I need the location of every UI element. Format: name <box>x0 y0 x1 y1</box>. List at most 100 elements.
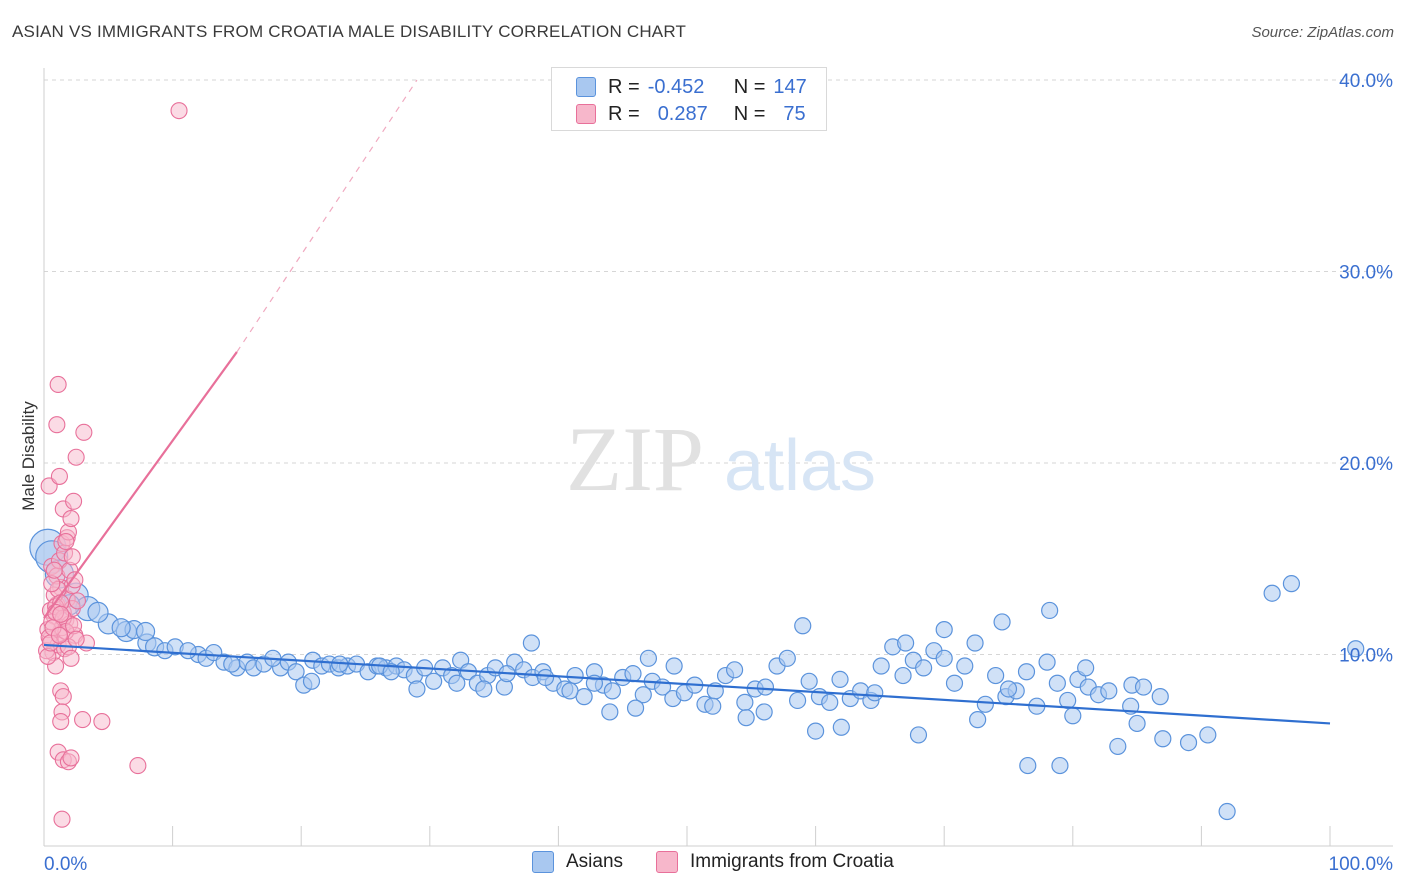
asian-point <box>831 670 849 688</box>
gridlines <box>44 79 1393 655</box>
croatia-point <box>75 423 93 441</box>
bottom-legend-croatia: Immigrants from Croatia <box>656 851 894 873</box>
asian-point <box>1347 640 1365 658</box>
asian-point <box>755 703 773 721</box>
asian-point <box>1100 682 1118 700</box>
series-croatia <box>38 102 188 828</box>
croatia-point <box>48 416 66 434</box>
croatia-point <box>67 448 85 466</box>
x-tick-label: 100.0% <box>1329 854 1394 875</box>
asian-point <box>1154 730 1172 748</box>
asian-point <box>1179 733 1198 752</box>
y-axis-label: Male Disability <box>19 401 38 511</box>
asian-point <box>999 680 1018 698</box>
legend-row-asians: R = -0.452 N = 147 <box>576 74 807 100</box>
series-asians <box>29 528 1365 821</box>
asian-point <box>425 672 443 690</box>
asian-point <box>1051 756 1069 775</box>
croatia-point <box>62 649 80 667</box>
watermark-zip: ZIP <box>566 408 704 510</box>
croatia-point <box>170 102 188 120</box>
asian-point <box>665 657 683 675</box>
bottom-legend-label-croatia: Immigrants from Croatia <box>690 851 894 872</box>
asian-point <box>448 674 466 692</box>
croatia-point <box>65 492 83 510</box>
tick-labels: 10.0% 20.0% 30.0% 40.0% 0.0% 100.0% <box>44 71 1393 875</box>
asian-point <box>1048 674 1066 692</box>
asian-point <box>382 663 400 681</box>
croatia-point <box>52 712 70 731</box>
croatia-point <box>45 561 63 579</box>
asian-point <box>725 661 744 679</box>
asian-point <box>935 649 953 667</box>
asian-point <box>956 657 974 675</box>
asian-point <box>639 649 658 667</box>
croatia-point <box>50 626 68 644</box>
asian-trend-line <box>43 643 1331 725</box>
legend-r-value: 0.287 <box>657 102 708 125</box>
asian-point <box>179 642 197 660</box>
asian-point <box>1017 663 1036 681</box>
asian-point <box>408 680 426 698</box>
croatia-point <box>53 810 71 828</box>
asian-point <box>111 618 131 638</box>
y-tick-label: 10.0% <box>1339 646 1393 667</box>
asian-point <box>993 613 1011 631</box>
asian-point <box>1263 584 1281 602</box>
legend-n-value: 75 <box>783 102 806 125</box>
croatia-point <box>66 571 84 589</box>
asian-point <box>624 665 642 683</box>
asian-point <box>626 699 645 717</box>
croatia-point <box>50 467 68 485</box>
asian-point <box>1077 659 1095 677</box>
asian-point <box>736 693 754 711</box>
asian-point <box>935 621 953 639</box>
asian-point <box>966 634 984 652</box>
asian-point <box>87 601 109 623</box>
legend-n-label: N = <box>733 75 766 98</box>
asian-point <box>788 691 807 710</box>
asian-point <box>1109 737 1127 756</box>
croatia-point <box>57 532 75 551</box>
asian-point <box>987 666 1005 685</box>
asian-point <box>536 668 555 687</box>
asian-point <box>603 682 622 700</box>
watermark: ZIP atlas <box>566 408 876 510</box>
croatia-point <box>52 605 70 623</box>
asian-point <box>800 672 818 690</box>
asian-point <box>1019 756 1037 775</box>
asian-point <box>1064 707 1082 725</box>
trend-lines <box>43 79 1331 725</box>
y-tick-label: 20.0% <box>1339 454 1393 475</box>
axes <box>43 68 1393 847</box>
asian-point <box>821 693 839 711</box>
legend-r-value: -0.452 <box>647 75 705 98</box>
y-tick-label: 30.0% <box>1339 263 1393 284</box>
asian-point <box>1041 601 1059 620</box>
asian-point <box>302 672 321 690</box>
bottom-legend-asians: Asians <box>532 851 623 873</box>
asian-point <box>566 666 584 685</box>
legend-n-value: 147 <box>773 75 807 98</box>
asian-point <box>1134 678 1153 696</box>
asian-point <box>969 711 987 729</box>
asian-point <box>894 666 912 685</box>
asian-point <box>897 634 915 652</box>
legend-n-label: N = <box>733 102 766 125</box>
asian-point <box>976 695 994 713</box>
asian-point <box>561 682 579 700</box>
legend-row-croatia: R = 0.287 N = 75 <box>576 101 806 127</box>
bottom-legend-swatch-croatia <box>656 851 678 873</box>
asian-point <box>634 686 652 704</box>
asian-point <box>1128 714 1146 733</box>
asian-point <box>475 680 493 698</box>
asian-point <box>1151 688 1169 706</box>
asian-point <box>601 703 619 721</box>
y-tick-label: 40.0% <box>1339 71 1393 92</box>
legend-r-label: R = <box>608 75 640 98</box>
legend-r-label: R = <box>608 102 640 125</box>
legend-swatch-asians <box>576 77 596 97</box>
source-label: Source: ZipAtlas.com <box>1251 24 1394 41</box>
x-tick-label: 0.0% <box>44 854 87 875</box>
croatia-point <box>62 749 80 767</box>
